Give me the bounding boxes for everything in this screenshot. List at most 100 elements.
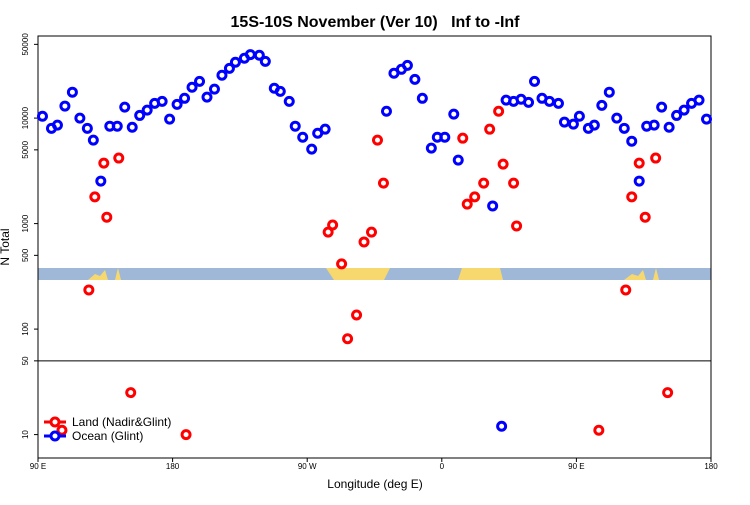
point	[425, 142, 437, 154]
x-tick-label: 90 W	[298, 462, 317, 471]
point	[529, 75, 541, 87]
point	[125, 387, 137, 399]
point	[626, 135, 638, 147]
point	[448, 108, 460, 120]
point	[113, 152, 125, 164]
point	[511, 220, 523, 232]
point	[83, 284, 95, 296]
point	[208, 83, 220, 95]
point	[342, 333, 354, 345]
point	[552, 97, 564, 109]
point	[497, 158, 509, 170]
y-tick-label: 100	[21, 322, 30, 336]
y-tick-label: 1000	[21, 214, 30, 232]
point	[366, 226, 378, 238]
y-tick-label: 50000	[21, 33, 30, 56]
point	[371, 134, 383, 146]
point	[487, 200, 499, 212]
point	[648, 119, 660, 131]
point	[74, 112, 86, 124]
point	[283, 95, 295, 107]
point	[289, 120, 301, 132]
point	[66, 86, 78, 98]
point	[36, 110, 48, 122]
y-axis-label: N Total	[0, 228, 12, 265]
x-tick-label: 180	[704, 462, 718, 471]
legend-label: Land (Nadir&Glint)	[72, 415, 171, 429]
x-tick-label: 180	[166, 462, 180, 471]
point	[179, 92, 191, 104]
point	[573, 110, 585, 122]
point	[306, 143, 318, 155]
point	[461, 198, 473, 210]
point	[656, 101, 668, 113]
x-tick-label: 90 E	[568, 462, 584, 471]
point	[380, 105, 392, 117]
point	[351, 309, 363, 321]
point	[620, 284, 632, 296]
land-strip	[326, 268, 390, 280]
point	[156, 95, 168, 107]
point	[216, 69, 228, 81]
y-tick-label: 10	[21, 430, 30, 439]
point	[229, 56, 241, 68]
land-strip	[458, 268, 503, 280]
point	[626, 191, 638, 203]
point	[134, 109, 146, 121]
point	[663, 121, 675, 133]
legend-label: Ocean (Glint)	[72, 429, 143, 443]
point	[496, 420, 508, 432]
point	[671, 109, 683, 121]
point	[633, 175, 645, 187]
point	[56, 424, 68, 436]
point	[186, 81, 198, 93]
point	[452, 154, 464, 166]
point	[358, 236, 370, 248]
point	[194, 75, 206, 87]
surface-strip	[38, 268, 711, 280]
land-strip	[88, 270, 108, 280]
point	[484, 123, 496, 135]
point	[81, 122, 93, 134]
y-tick-label: 5000	[21, 140, 30, 158]
point	[377, 177, 389, 189]
point	[59, 100, 71, 112]
point	[650, 152, 662, 164]
point	[274, 85, 286, 97]
point	[493, 105, 505, 117]
x-axis-label: Longitude (deg E)	[327, 477, 422, 491]
point	[639, 211, 651, 223]
point	[693, 94, 705, 106]
point	[603, 86, 615, 98]
x-tick-label: 90 E	[30, 462, 46, 471]
point	[508, 177, 520, 189]
point	[662, 387, 674, 399]
legend-marker	[49, 416, 61, 428]
point	[633, 157, 645, 169]
point	[319, 123, 331, 135]
point	[701, 113, 713, 125]
point	[469, 191, 481, 203]
point	[101, 211, 113, 223]
y-tick-label: 500	[21, 248, 30, 262]
point	[201, 91, 213, 103]
point	[141, 104, 153, 116]
point	[409, 73, 421, 85]
point	[588, 119, 600, 131]
point	[111, 120, 123, 132]
point	[51, 119, 63, 131]
point	[439, 131, 451, 143]
point	[478, 177, 490, 189]
point	[618, 122, 630, 134]
point	[457, 132, 469, 144]
point	[567, 118, 579, 130]
point	[327, 219, 339, 231]
point	[126, 121, 138, 133]
x-tick-label: 0	[440, 462, 445, 471]
point	[336, 258, 348, 270]
land-strip	[115, 268, 121, 280]
point	[678, 104, 690, 116]
point	[87, 134, 99, 146]
plot-frame	[37, 35, 712, 459]
